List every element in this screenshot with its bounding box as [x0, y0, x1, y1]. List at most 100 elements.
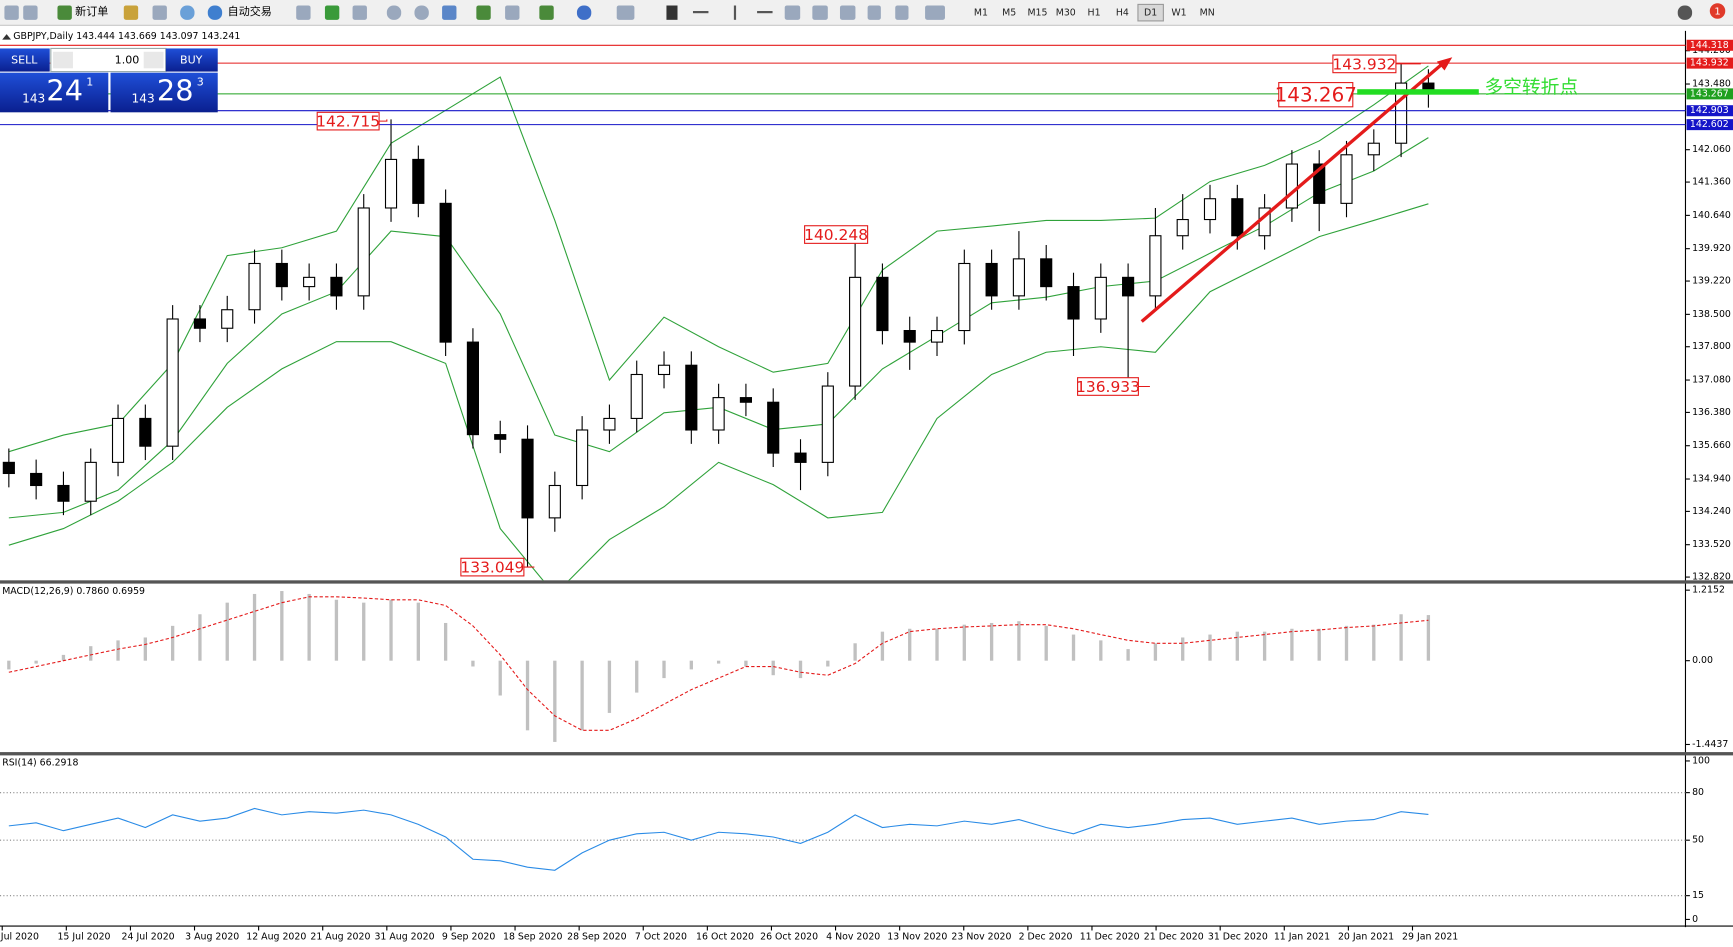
icon[interactable]: [352, 5, 367, 20]
x-tick-label: 11 Jan 2021: [1274, 932, 1330, 943]
candle-body: [1395, 82, 1408, 144]
x-tick-label: 12 Aug 2020: [246, 932, 306, 943]
annotation-box: [1332, 54, 1397, 74]
macd-bar: [1153, 643, 1158, 661]
timeframe-label[interactable]: M30: [1056, 8, 1076, 19]
candle-body: [930, 329, 944, 343]
y-tick-label: 134.940: [1692, 474, 1731, 485]
icon[interactable]: [324, 5, 340, 20]
one-click-trading: SELL 1.00 BUY 143 24 1 143 28 3: [0, 47, 218, 113]
icon[interactable]: [296, 5, 311, 20]
timeframe-label[interactable]: W1: [1171, 8, 1186, 19]
x-tick-label: 15 Jul 2020: [57, 932, 110, 943]
annotation-label: 143.932: [1332, 55, 1396, 73]
sell-price-box[interactable]: [0, 72, 109, 113]
icon[interactable]: [895, 5, 909, 20]
time-axis: Jul 2020 15 Jul 2020 24 Jul 2020 3 Aug 2020…: [0, 926, 1458, 943]
macd-bar: [7, 660, 11, 670]
timeframe-label[interactable]: H4: [1116, 8, 1129, 19]
lots-up[interactable]: [143, 51, 164, 69]
macd-bar: [1099, 640, 1103, 661]
icon[interactable]: [666, 5, 678, 20]
notification-badge[interactable]: [1709, 3, 1726, 19]
icon[interactable]: [386, 5, 402, 20]
annotation-label: 136.933: [1076, 378, 1140, 396]
y-tick-label: 132.820: [1692, 572, 1731, 583]
candle-body: [1203, 198, 1217, 221]
candle-body: [1367, 142, 1380, 156]
y-tick-label: -1.4437: [1692, 739, 1728, 750]
icon[interactable]: [23, 5, 38, 20]
icon[interactable]: [539, 5, 554, 20]
price-level-tag: [1686, 88, 1733, 100]
lots-value[interactable]: 1.00: [115, 54, 140, 67]
timeframe-label[interactable]: M1: [974, 8, 988, 19]
y-tick-label: 139.220: [1692, 276, 1731, 287]
turning-point-line: [1357, 89, 1479, 95]
icon[interactable]: [784, 5, 801, 20]
y-tick-label: 140.640: [1692, 210, 1731, 221]
candle-body: [275, 262, 288, 288]
buy-label[interactable]: BUY: [180, 54, 203, 67]
icon[interactable]: [925, 5, 945, 20]
trend-arrow-head: [1436, 57, 1453, 71]
icon[interactable]: [757, 11, 773, 14]
icon[interactable]: [123, 5, 139, 20]
icon[interactable]: [839, 5, 856, 20]
icon[interactable]: [576, 5, 592, 20]
timeframe-label[interactable]: M15: [1027, 8, 1047, 19]
timeframe-label[interactable]: H1: [1088, 8, 1101, 19]
annotation-label: 143.267: [1275, 83, 1357, 106]
y-tick-label: 80: [1692, 787, 1704, 798]
macd-bar: [771, 660, 775, 676]
x-tick-label: 2 Dec 2020: [1019, 932, 1073, 943]
candle-body: [712, 397, 725, 431]
candle-body: [794, 452, 807, 463]
candle-body: [876, 276, 889, 332]
lots-down[interactable]: [53, 51, 73, 69]
chart-area: [0, 26, 1733, 947]
icon[interactable]: [180, 5, 195, 20]
candle-body: [466, 341, 480, 436]
sell-label[interactable]: SELL: [11, 54, 38, 67]
timeframe-button[interactable]: [1137, 3, 1164, 22]
y-tick-label: 137.800: [1692, 341, 1731, 352]
icon[interactable]: [476, 5, 491, 20]
timeframe-label[interactable]: D1: [1144, 8, 1157, 19]
y-tick-label: 143.480: [1692, 79, 1731, 90]
macd-bar: [1208, 634, 1212, 661]
y-tick-label: 1.2152: [1692, 585, 1725, 596]
sell-button[interactable]: [0, 48, 50, 72]
auto-trading-button[interactable]: 自动交易: [228, 4, 272, 18]
timeframe-label[interactable]: M5: [1002, 8, 1016, 19]
x-tick-label: 31 Aug 2020: [374, 932, 434, 943]
search-icon[interactable]: [1677, 5, 1693, 20]
buy-button[interactable]: [165, 48, 218, 72]
icon[interactable]: [57, 5, 72, 20]
icon[interactable]: [812, 5, 828, 20]
icon[interactable]: [616, 5, 635, 20]
macd-panel: MACD(12,26,9) 0.7860 0.6959 1.2152 0.00 -1.…: [2, 585, 1728, 750]
icon[interactable]: [733, 5, 737, 20]
icon[interactable]: [692, 11, 709, 14]
annotation-box: [460, 557, 525, 577]
macd-bar: [498, 660, 502, 696]
macd-bar: [853, 643, 857, 661]
macd-bar: [143, 637, 147, 661]
icon[interactable]: [4, 5, 19, 20]
x-tick-label: 31 Dec 2020: [1208, 932, 1268, 943]
buy-price-small: 3: [197, 76, 204, 89]
icon[interactable]: [505, 5, 520, 20]
macd-bar: [280, 591, 284, 661]
icon[interactable]: [442, 5, 457, 20]
macd-bar: [443, 622, 448, 661]
icon[interactable]: [414, 5, 429, 20]
icon[interactable]: [152, 5, 167, 20]
sell-price-big: 143: [22, 92, 45, 106]
new-order-button[interactable]: 新订单: [75, 4, 108, 18]
candle-body: [412, 158, 425, 204]
icon[interactable]: [867, 5, 881, 20]
timeframe-label[interactable]: MN: [1200, 8, 1215, 19]
buy-price-box[interactable]: [110, 72, 218, 113]
icon[interactable]: [207, 5, 223, 20]
